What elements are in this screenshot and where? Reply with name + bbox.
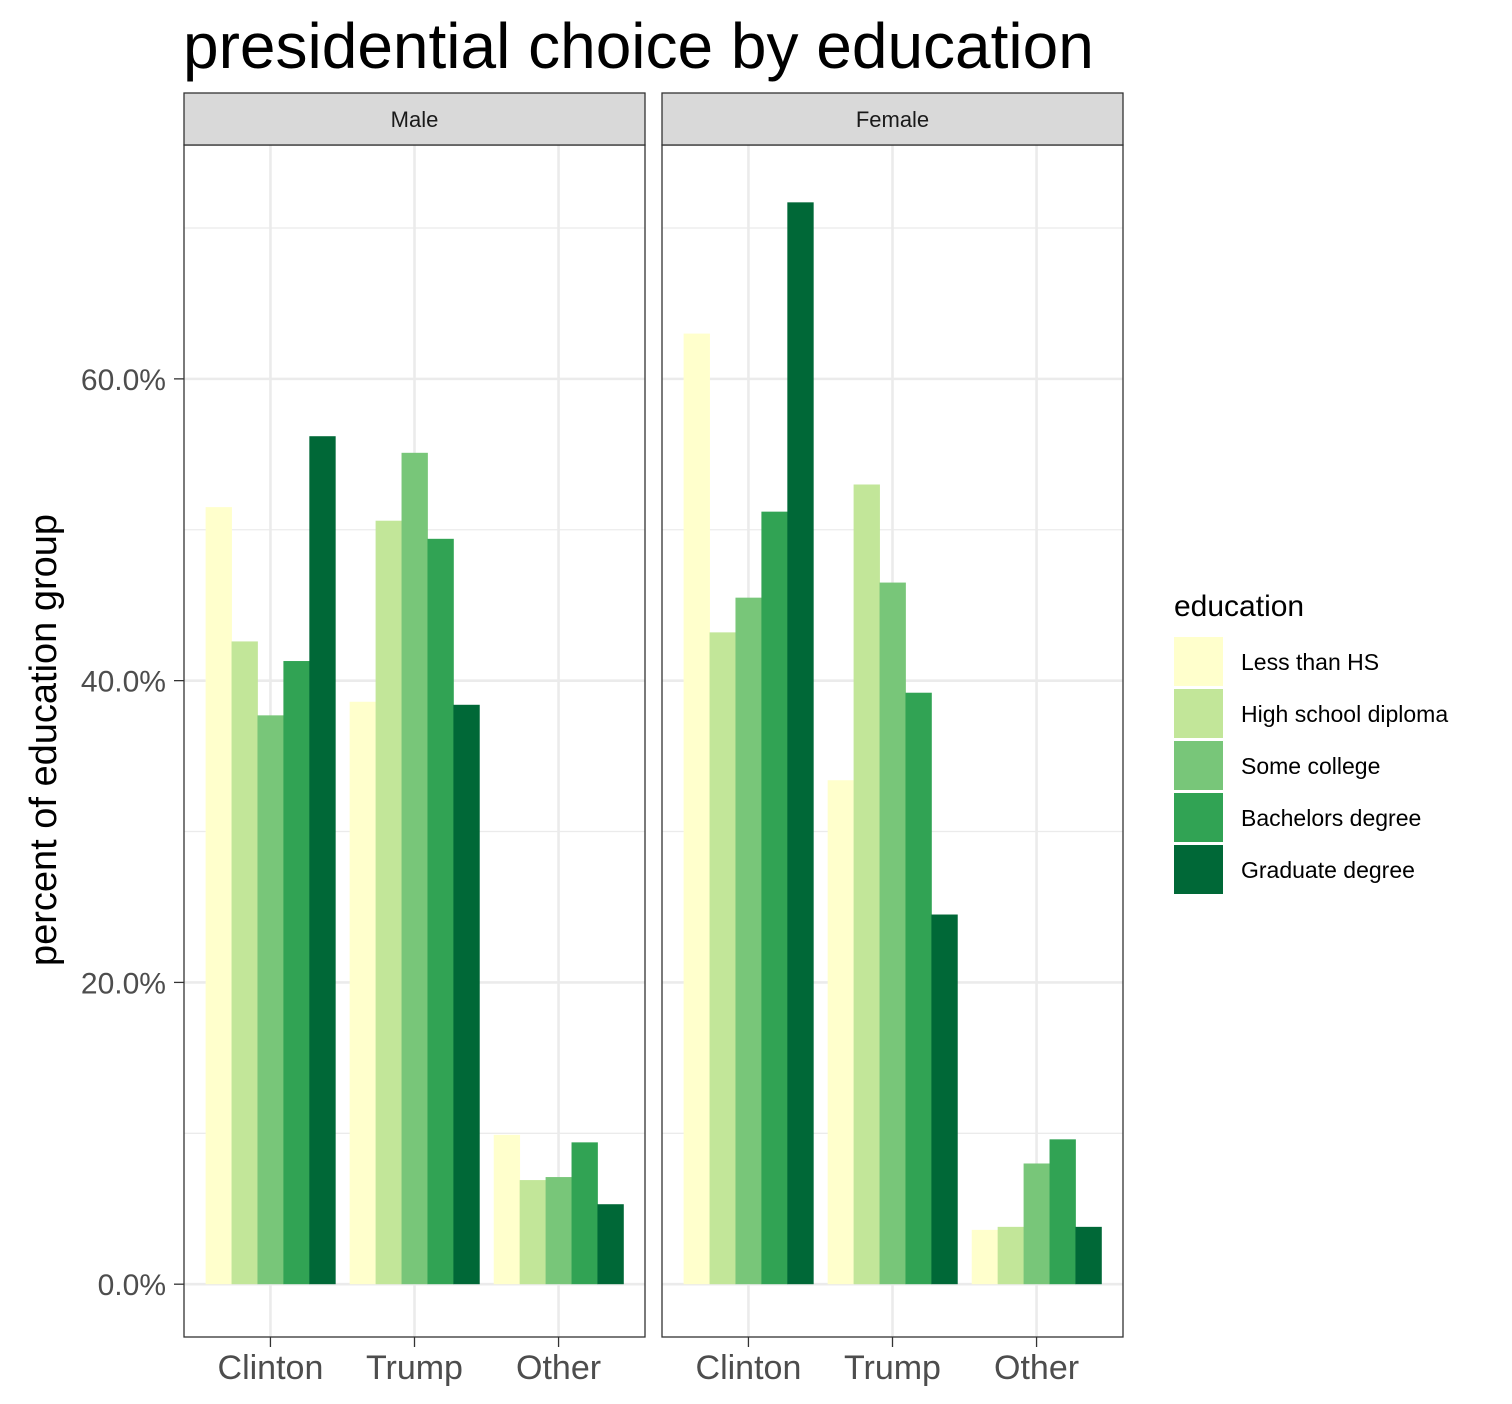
bar-female-clinton-some-college <box>735 597 762 1285</box>
bar-male-trump-graduate-degree <box>453 704 480 1285</box>
bar-male-clinton-high-school-diploma <box>231 641 258 1285</box>
y-tick-label: 0.0% <box>98 1269 166 1302</box>
y-axis-label: percent of education group <box>23 514 65 966</box>
legend-label: Bachelors degree <box>1241 805 1421 831</box>
y-tick-label: 40.0% <box>81 666 166 699</box>
bar-male-clinton-less-than-hs <box>205 507 232 1285</box>
legend-key-high-school-diploma <box>1174 689 1223 738</box>
strip-background <box>661 92 1124 146</box>
bar-male-other-graduate-degree <box>597 1204 624 1285</box>
x-tick-label: Clinton <box>218 1349 324 1387</box>
legend-label: Some college <box>1241 753 1380 779</box>
chart-title: presidential choice by education <box>183 10 1094 82</box>
bar-male-other-less-than-hs <box>493 1134 521 1285</box>
legend-label: High school diploma <box>1241 701 1448 727</box>
bar-female-trump-graduate-degree <box>931 914 958 1285</box>
bar-male-trump-less-than-hs <box>349 701 377 1285</box>
legend-key-less-than-hs <box>1174 637 1223 686</box>
y-axis: 0.0% 20.0% 40.0% 60.0% <box>81 364 184 1302</box>
legend-key-graduate-degree <box>1174 845 1223 894</box>
bar-female-clinton-bachelors-degree <box>761 511 788 1285</box>
bar-male-other-bachelors-degree <box>571 1142 598 1285</box>
legend-title: education <box>1174 590 1304 623</box>
y-tick-label: 60.0% <box>81 364 166 397</box>
strip-background <box>183 92 646 146</box>
x-tick-label: Trump <box>366 1349 463 1387</box>
bar-male-trump-some-college <box>401 452 428 1285</box>
strip-label: Male <box>391 107 439 132</box>
bar-male-clinton-graduate-degree <box>309 436 336 1285</box>
legend-key-bachelors-degree <box>1174 793 1223 842</box>
legend: education Less than HS High school diplom… <box>1174 590 1448 894</box>
legend-label: Graduate degree <box>1241 857 1415 883</box>
x-tick-label: Other <box>516 1349 601 1387</box>
x-tick-label: Other <box>994 1349 1079 1387</box>
bar-male-trump-high-school-diploma <box>375 520 402 1285</box>
panel-male: Male Clinton Trump Other <box>183 92 646 1387</box>
bar-female-trump-bachelors-degree <box>905 692 932 1285</box>
strip-label: Female <box>856 107 929 132</box>
bar-male-trump-bachelors-degree <box>427 538 454 1285</box>
legend-label: Less than HS <box>1241 649 1379 675</box>
bar-female-clinton-high-school-diploma <box>709 632 736 1285</box>
x-tick-label: Clinton <box>696 1349 802 1387</box>
bar-male-clinton-some-college <box>257 715 284 1285</box>
legend-key-some-college <box>1174 741 1223 790</box>
bar-male-clinton-bachelors-degree <box>283 661 310 1285</box>
bar-female-trump-some-college <box>879 582 906 1285</box>
bar-female-other-less-than-hs <box>971 1229 999 1285</box>
bar-female-other-some-college <box>1023 1163 1050 1285</box>
bar-female-trump-high-school-diploma <box>853 484 880 1285</box>
bar-female-other-high-school-diploma <box>997 1226 1024 1285</box>
bar-female-other-graduate-degree <box>1075 1226 1102 1285</box>
panels: Male Clinton Trump Other Female Clinton Trump O… <box>183 92 1124 1387</box>
panel-female: Female Clinton Trump Other <box>661 92 1124 1387</box>
bar-female-other-bachelors-degree <box>1049 1139 1076 1285</box>
y-tick-label: 20.0% <box>81 967 166 1000</box>
bar-female-clinton-less-than-hs <box>683 333 710 1285</box>
bar-male-other-high-school-diploma <box>519 1180 546 1285</box>
bar-female-trump-less-than-hs <box>827 780 855 1285</box>
bar-female-clinton-graduate-degree <box>787 202 814 1285</box>
bar-male-other-some-college <box>545 1177 572 1285</box>
x-tick-label: Trump <box>844 1349 941 1387</box>
